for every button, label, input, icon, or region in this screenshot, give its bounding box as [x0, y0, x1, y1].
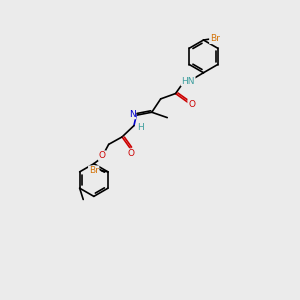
Text: O: O: [188, 100, 195, 109]
Text: H: H: [137, 123, 144, 132]
Text: Br: Br: [210, 34, 220, 43]
Text: Br: Br: [89, 166, 99, 175]
Text: O: O: [99, 151, 106, 160]
Text: N: N: [129, 110, 136, 118]
Text: O: O: [128, 149, 134, 158]
Text: HN: HN: [181, 76, 195, 85]
